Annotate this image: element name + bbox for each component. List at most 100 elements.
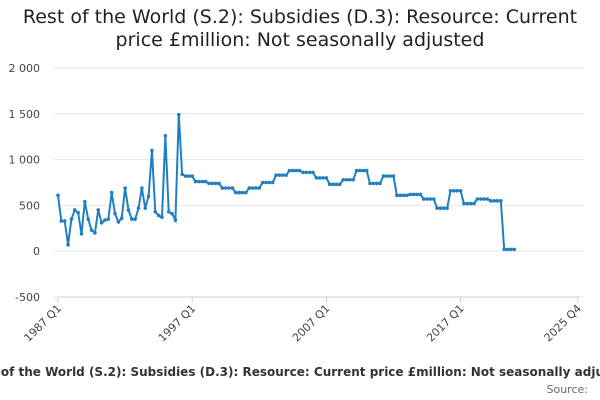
point [220,186,225,190]
point [472,201,476,206]
point [492,199,496,203]
point [475,197,480,201]
point [230,186,235,190]
point [374,181,379,186]
point [176,112,181,117]
point [257,186,262,190]
point [146,194,151,199]
point [173,218,178,222]
point [485,197,490,201]
point [72,208,77,212]
y-tick-label: 1 500 [9,108,41,121]
point [193,179,198,184]
point [304,170,309,175]
point [411,192,416,197]
point [126,208,131,212]
point [428,197,433,201]
point [502,247,506,252]
point [93,231,97,235]
point [133,217,137,221]
point [244,190,248,195]
point [116,220,121,224]
point [421,197,426,201]
point [431,197,436,201]
chart-title: Rest of the World (S.2): Subsidies (D.3)… [22,6,578,51]
point [277,173,282,177]
point [391,174,396,178]
point [119,216,124,221]
y-tick-label: 500 [19,199,40,212]
point [317,176,322,180]
point [123,186,127,190]
point [210,181,215,186]
point [462,201,466,206]
point [62,219,67,223]
point [160,215,164,220]
point [234,190,238,195]
point [197,179,201,184]
point [468,201,473,206]
x-tick-label: 2017 Q1 [424,302,467,345]
point [311,170,315,175]
point [264,180,268,185]
point [452,188,456,193]
point [217,181,221,186]
point [358,168,362,173]
point [247,186,252,190]
point [408,192,413,197]
point [187,174,191,178]
point [499,199,503,203]
point [109,190,114,195]
point [314,176,319,180]
point [344,177,349,182]
point [384,174,389,178]
x-tick-label: 2007 Q1 [290,302,333,345]
y-tick-label: 2 000 [9,62,41,75]
point [381,174,386,178]
point [301,170,305,175]
point [307,170,312,175]
point [512,247,517,252]
point [103,218,107,222]
point [458,188,463,193]
point [378,181,382,186]
point [435,206,439,210]
point [69,217,74,221]
point [368,181,372,186]
point [442,206,446,210]
point [351,177,356,182]
point [401,193,406,198]
point [348,177,352,182]
y-tick-label: -500 [15,291,40,304]
point [156,213,161,218]
point [361,168,366,173]
point [284,173,288,177]
point [354,168,359,173]
point [170,211,174,216]
point [113,211,117,216]
point [200,179,205,184]
point [364,168,369,173]
point [334,182,339,187]
point [223,186,228,190]
point [180,172,184,177]
point [166,210,171,214]
point [79,231,84,236]
point [56,193,60,198]
point [415,192,419,197]
point [488,199,493,203]
x-tick-label: 1997 Q1 [156,302,199,345]
x-axis-label: Rest of the World (S.2): Subsidies (D.3)… [0,365,600,379]
point [438,206,443,210]
point [509,247,513,252]
point [395,193,399,198]
point [388,174,392,178]
point [254,186,258,190]
point [207,181,211,186]
point [130,217,134,221]
point [270,180,275,185]
point [321,176,325,180]
point [291,168,295,173]
